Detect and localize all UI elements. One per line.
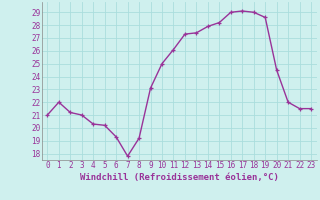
X-axis label: Windchill (Refroidissement éolien,°C): Windchill (Refroidissement éolien,°C) bbox=[80, 173, 279, 182]
